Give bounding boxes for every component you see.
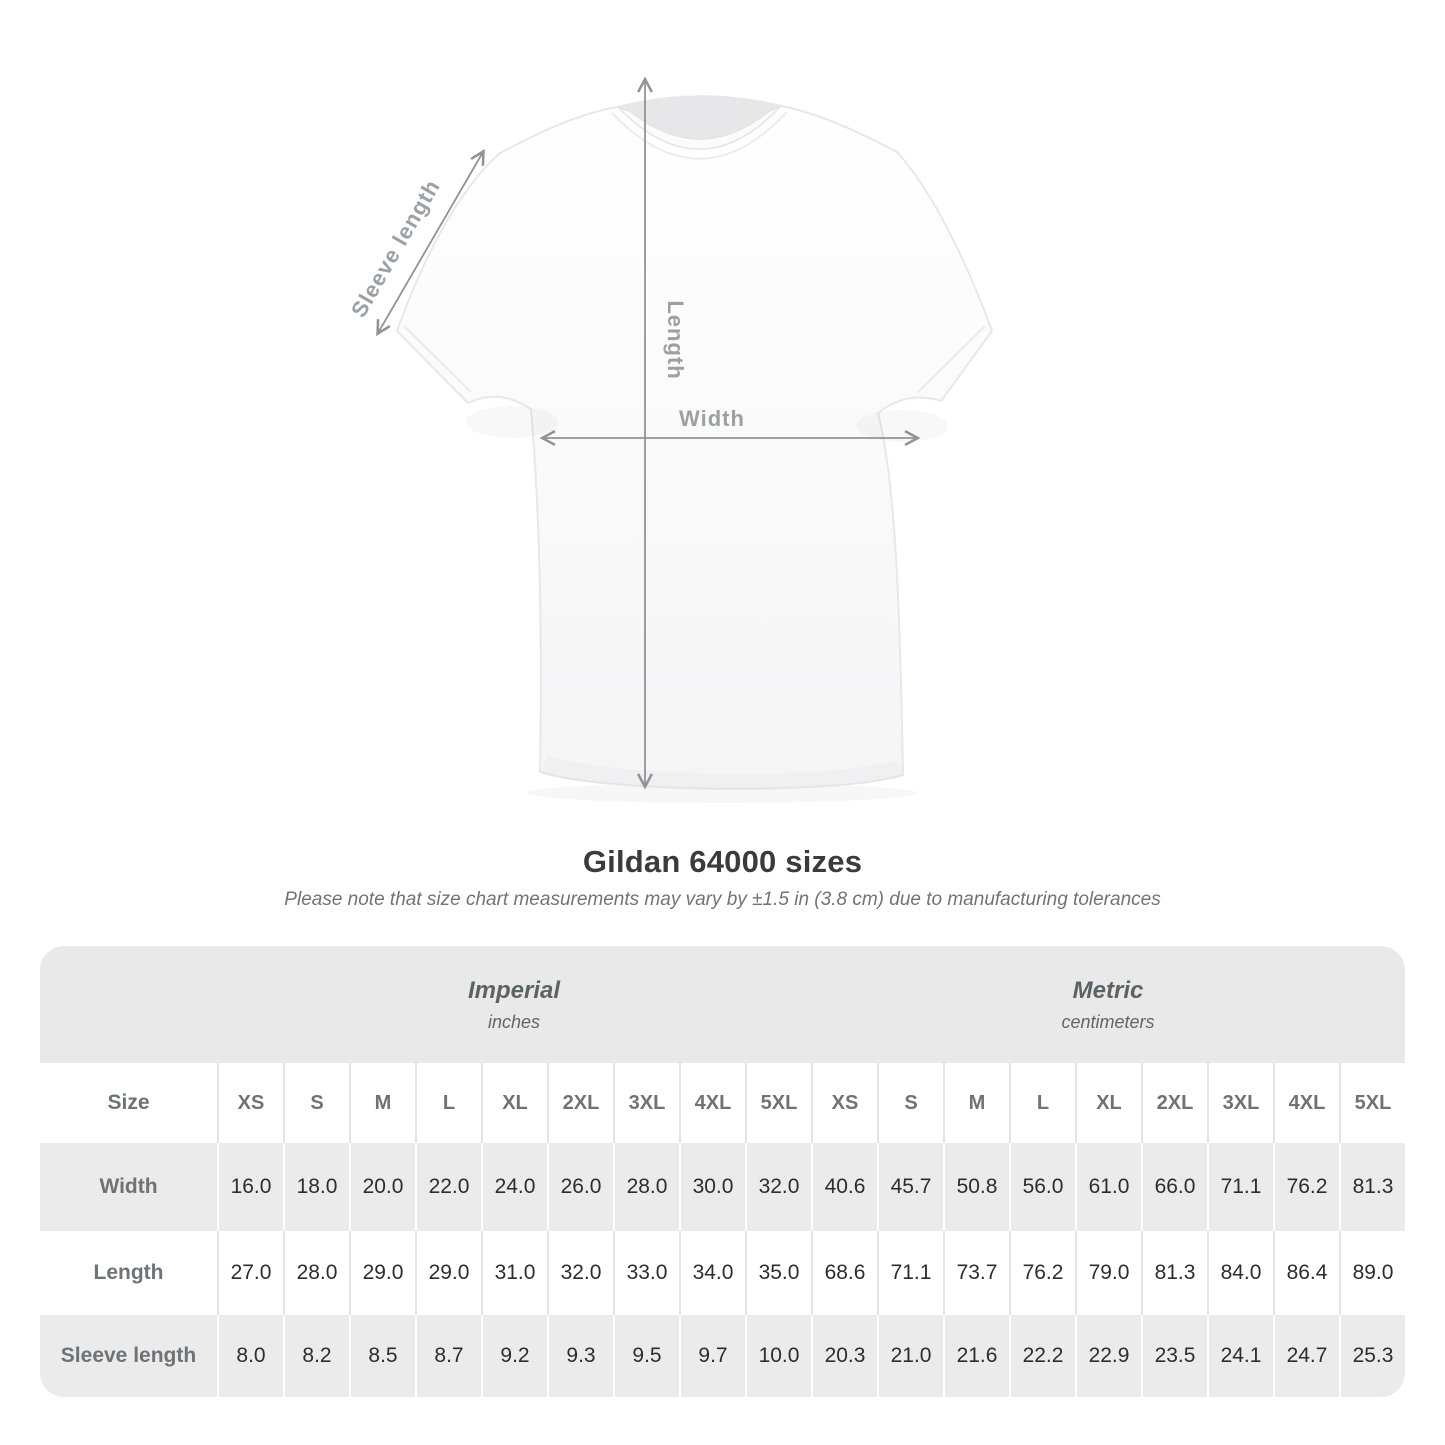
- size-col-header: XS: [811, 1063, 877, 1143]
- row-label: Width: [99, 1175, 158, 1198]
- table-cell: 34.0: [679, 1231, 745, 1315]
- table-cell: 25.3: [1339, 1315, 1405, 1397]
- table-cell: 8.2: [283, 1315, 349, 1397]
- table-cell: 29.0: [349, 1231, 415, 1315]
- size-col-header: 5XL: [1339, 1063, 1405, 1143]
- table-cell: 20.0: [349, 1143, 415, 1231]
- table-cell: 56.0: [1009, 1143, 1075, 1231]
- table-cell: 29.0: [415, 1231, 481, 1315]
- table-cell: 22.0: [415, 1143, 481, 1231]
- length-label: Length: [663, 300, 688, 379]
- table-cell: 27.0: [217, 1231, 283, 1315]
- imperial-section-header: Imperial inches: [217, 946, 811, 1063]
- table-cell: 20.3: [811, 1315, 877, 1397]
- size-col-header: 2XL: [547, 1063, 613, 1143]
- size-col-header: 4XL: [679, 1063, 745, 1143]
- size-col-header: L: [415, 1063, 481, 1143]
- size-col-header: L: [1009, 1063, 1075, 1143]
- table-cell: 21.0: [877, 1315, 943, 1397]
- table-cell: 81.3: [1141, 1231, 1207, 1315]
- measurement-arrows: [378, 80, 917, 786]
- size-header-row: Size XS S M L XL 2XL 3XL 4XL 5XL XS S M …: [40, 1063, 1405, 1143]
- table-cell: 28.0: [283, 1231, 349, 1315]
- metric-unit: centimeters: [1061, 1011, 1155, 1032]
- size-col-header: 3XL: [613, 1063, 679, 1143]
- table-cell: 9.7: [679, 1315, 745, 1397]
- table-cell: 23.5: [1141, 1315, 1207, 1397]
- metric-section-header: Metric centimeters: [811, 946, 1405, 1063]
- table-cell: 32.0: [745, 1143, 811, 1231]
- page-title: Gildan 64000 sizes: [582, 844, 863, 879]
- imperial-title: Imperial: [467, 976, 561, 1004]
- size-col-header: XL: [481, 1063, 547, 1143]
- imperial-unit: inches: [487, 1011, 541, 1032]
- tshirt-measurement-diagram: Width Length Sleeve length: [346, 0, 993, 790]
- table-cell: 9.2: [481, 1315, 547, 1397]
- row-label: Length: [93, 1261, 164, 1284]
- size-chart-table: Imperial inches Metric centimeters Size …: [40, 946, 1405, 1397]
- table-cell: 33.0: [613, 1231, 679, 1315]
- size-col-header: S: [283, 1063, 349, 1143]
- table-cell: 35.0: [745, 1231, 811, 1315]
- title-block: Gildan 64000 sizes Please note that size…: [0, 844, 1445, 911]
- unit-system-header: Imperial inches Metric centimeters: [40, 946, 1405, 1063]
- size-col-header: M: [943, 1063, 1009, 1143]
- size-col-header: XL: [1075, 1063, 1141, 1143]
- table-cell: 24.1: [1207, 1315, 1273, 1397]
- table-cell: 21.6: [943, 1315, 1009, 1397]
- table-cell: 18.0: [283, 1143, 349, 1231]
- size-col-header: 3XL: [1207, 1063, 1273, 1143]
- size-col-header: XS: [217, 1063, 283, 1143]
- table-cell: 68.6: [811, 1231, 877, 1315]
- table-cell: 40.6: [811, 1143, 877, 1231]
- sleeve-length-arrow: [378, 152, 483, 333]
- table-row-width: Width 16.0 18.0 20.0 22.0 24.0 26.0 28.0…: [40, 1143, 1405, 1231]
- table-cell: 22.9: [1075, 1315, 1141, 1397]
- table-cell: 8.7: [415, 1315, 481, 1397]
- table-cell: 24.7: [1273, 1315, 1339, 1397]
- collar-ribbing: [617, 105, 782, 150]
- row-label: Sleeve length: [60, 1344, 197, 1367]
- size-col-header: 2XL: [1141, 1063, 1207, 1143]
- table-cell: 10.0: [745, 1315, 811, 1397]
- table-cell: 86.4: [1273, 1231, 1339, 1315]
- table-cell: 84.0: [1207, 1231, 1273, 1315]
- table-cell: 22.2: [1009, 1315, 1075, 1397]
- table-cell: 16.0: [217, 1143, 283, 1231]
- size-col-header: S: [877, 1063, 943, 1143]
- table-cell: 89.0: [1339, 1231, 1405, 1315]
- table-cell: 50.8: [943, 1143, 1009, 1231]
- table-cell: 30.0: [679, 1143, 745, 1231]
- tshirt-image: [396, 95, 993, 790]
- table-cell: 45.7: [877, 1143, 943, 1231]
- size-col-header: 5XL: [745, 1063, 811, 1143]
- table-cell: 76.2: [1273, 1143, 1339, 1231]
- table-row-length: Length 27.0 28.0 29.0 29.0 31.0 32.0 33.…: [40, 1231, 1405, 1315]
- table-cell: 81.3: [1339, 1143, 1405, 1231]
- table-cell: 76.2: [1009, 1231, 1075, 1315]
- table-cell: 32.0: [547, 1231, 613, 1315]
- table-row-sleeve-length: Sleeve length 8.0 8.2 8.5 8.7 9.2 9.3 9.…: [40, 1315, 1405, 1397]
- size-corner-label: Size: [107, 1091, 150, 1114]
- table-cell: 24.0: [481, 1143, 547, 1231]
- table-cell: 79.0: [1075, 1231, 1141, 1315]
- table-cell: 31.0: [481, 1231, 547, 1315]
- table-cell: 66.0: [1141, 1143, 1207, 1231]
- table-cell: 8.5: [349, 1315, 415, 1397]
- table-cell: 9.5: [613, 1315, 679, 1397]
- size-col-header: 4XL: [1273, 1063, 1339, 1143]
- table-cell: 73.7: [943, 1231, 1009, 1315]
- table-cell: 28.0: [613, 1143, 679, 1231]
- table-cell: 9.3: [547, 1315, 613, 1397]
- table-cell: 71.1: [877, 1231, 943, 1315]
- metric-title: Metric: [1072, 976, 1144, 1004]
- table-cell: 26.0: [547, 1143, 613, 1231]
- table-cell: 71.1: [1207, 1143, 1273, 1231]
- page-subtitle: Please note that size chart measurements…: [284, 889, 1161, 910]
- width-label: Width: [679, 406, 745, 431]
- table-cell: 61.0: [1075, 1143, 1141, 1231]
- size-col-header: M: [349, 1063, 415, 1143]
- table-cell: 8.0: [217, 1315, 283, 1397]
